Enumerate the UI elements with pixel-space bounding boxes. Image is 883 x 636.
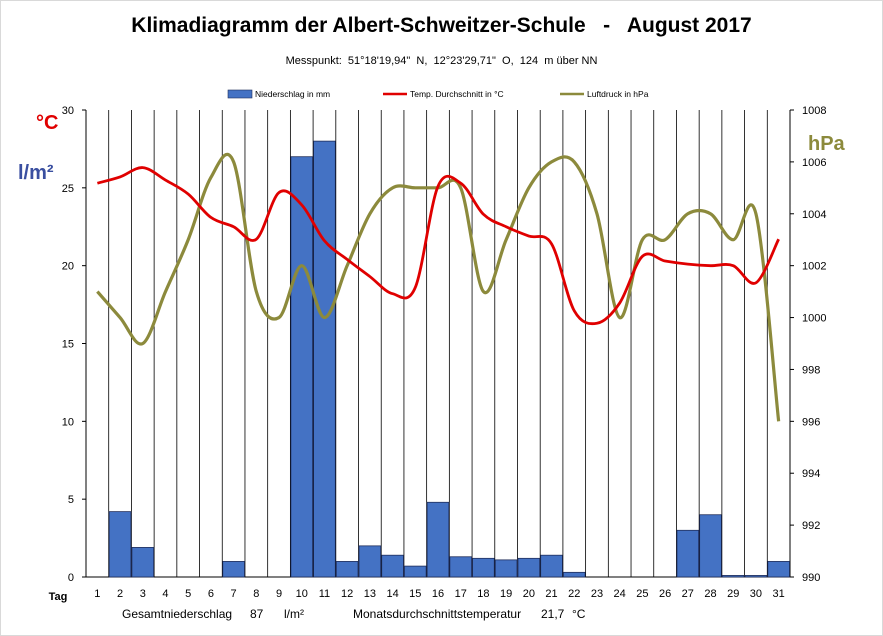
x-axis-tick-label: 22 xyxy=(568,588,580,600)
x-axis-tick-label: 1 xyxy=(94,588,100,600)
left-axis-tick-label: 20 xyxy=(62,261,74,273)
left-axis-tick-label: 0 xyxy=(68,572,74,584)
footer-temp-unit: °C xyxy=(572,607,586,621)
temperature-series-line xyxy=(96,166,780,326)
right-axis-tick-label: 992 xyxy=(802,520,820,532)
precipitation-bar xyxy=(381,554,404,578)
x-axis-tick-label: 21 xyxy=(545,588,557,600)
left-axis-tick-label: 25 xyxy=(62,183,74,195)
right-axis-tick-label: 1008 xyxy=(802,105,826,117)
precipitation-bar xyxy=(517,557,541,578)
x-axis-tick-label: 3 xyxy=(140,588,146,600)
x-axis-tick-label: 10 xyxy=(296,588,308,600)
precipitation-bar xyxy=(313,140,336,578)
left-axis-tick-label: 30 xyxy=(62,105,74,117)
precipitation-bar xyxy=(290,156,313,578)
precipitation-bar xyxy=(744,575,768,578)
chart-subtitle: Messpunkt: 51°18'19,94" N, 12°23'29,71" … xyxy=(285,55,598,67)
precipitation-bar xyxy=(426,501,450,578)
footer-precip-value: 87 xyxy=(250,607,264,621)
precipitation-bar xyxy=(699,514,722,578)
precipitation-bar xyxy=(494,559,518,578)
right-axis-tick-label: 1000 xyxy=(802,313,826,325)
precipitation-bar xyxy=(449,556,472,578)
precipitation-bar xyxy=(222,561,245,578)
x-axis-tick-label: 23 xyxy=(591,588,603,600)
x-axis-tick-label: 31 xyxy=(773,588,785,600)
x-axis-tick-label: 25 xyxy=(636,588,648,600)
right-axis-tick-label: 1004 xyxy=(802,209,826,221)
x-axis-tick-label: 27 xyxy=(682,588,694,600)
footer-precip-label: Gesamtniederschlag xyxy=(122,607,233,621)
precipitation-bar xyxy=(335,561,359,578)
right-axis-tick-label: 996 xyxy=(802,416,820,428)
x-axis-tick-label: 15 xyxy=(409,588,421,600)
legend-precipitation-label: Niederschlag in mm xyxy=(255,89,330,99)
x-axis-label: Tag xyxy=(49,591,68,603)
x-axis-tick-label: 4 xyxy=(162,588,168,600)
precipitation-bar xyxy=(108,511,132,578)
x-axis-tick-label: 18 xyxy=(477,588,489,600)
precipitation-bar xyxy=(540,554,563,578)
right-axis-tick-label: 1002 xyxy=(802,261,826,273)
x-axis-tick-label: 2 xyxy=(117,588,123,600)
right-axis-tick-label: 994 xyxy=(802,468,820,480)
legend-temperature-label: Temp. Durchschnitt in °C xyxy=(410,89,504,99)
right-axis-unit-pressure: hPa xyxy=(808,133,845,155)
precipitation-bar xyxy=(404,565,427,578)
precipitation-bar xyxy=(131,547,155,578)
footer-temp-label: Monatsdurchschnittstemperatur xyxy=(353,607,522,621)
x-axis-tick-label: 20 xyxy=(523,588,535,600)
footer-precip-unit: l/m² xyxy=(284,607,304,621)
precipitation-bar xyxy=(721,575,745,578)
x-axis-tick-label: 16 xyxy=(432,588,444,600)
legend-precipitation-swatch xyxy=(227,89,253,99)
left-axis-unit-precipitation: l/m² xyxy=(18,162,54,184)
left-axis-tick-label: 10 xyxy=(62,416,74,428)
x-axis-tick-label: 13 xyxy=(364,588,376,600)
x-axis-tick-label: 7 xyxy=(231,588,237,600)
precipitation-bar xyxy=(358,545,382,578)
chart-title: Klimadiagramm der Albert-Schweitzer-Schu… xyxy=(131,14,752,37)
x-axis-tick-label: 30 xyxy=(750,588,762,600)
right-axis-tick-label: 998 xyxy=(802,364,820,376)
x-axis-tick-label: 12 xyxy=(341,588,353,600)
x-axis-tick-label: 29 xyxy=(727,588,739,600)
x-axis-tick-label: 19 xyxy=(500,588,512,600)
x-axis-tick-label: 5 xyxy=(185,588,191,600)
left-axis-tick-label: 15 xyxy=(62,339,74,351)
x-axis-tick-label: 9 xyxy=(276,588,282,600)
x-axis-tick-label: 6 xyxy=(208,588,214,600)
x-axis-tick-label: 8 xyxy=(253,588,259,600)
precipitation-bar xyxy=(563,571,586,578)
x-axis-tick-label: 11 xyxy=(319,588,330,600)
x-axis-tick-label: 24 xyxy=(614,588,626,600)
x-axis-tick-label: 26 xyxy=(659,588,671,600)
precipitation-bar xyxy=(472,557,495,578)
left-axis-unit-temperature: °C xyxy=(36,112,59,134)
right-axis-tick-label: 990 xyxy=(802,572,820,584)
precipitation-bar xyxy=(676,529,700,578)
footer-temp-value: 21,7 xyxy=(541,607,565,621)
precipitation-bar xyxy=(767,561,790,578)
x-axis-tick-label: 17 xyxy=(455,588,467,600)
pressure-series-line xyxy=(96,152,781,422)
left-axis-tick-label: 5 xyxy=(68,494,74,506)
x-axis-tick-label: 28 xyxy=(704,588,716,600)
x-axis-tick-label: 14 xyxy=(386,588,398,600)
right-axis-tick-label: 1006 xyxy=(802,157,826,169)
legend-pressure-label: Luftdruck in hPa xyxy=(587,89,649,99)
